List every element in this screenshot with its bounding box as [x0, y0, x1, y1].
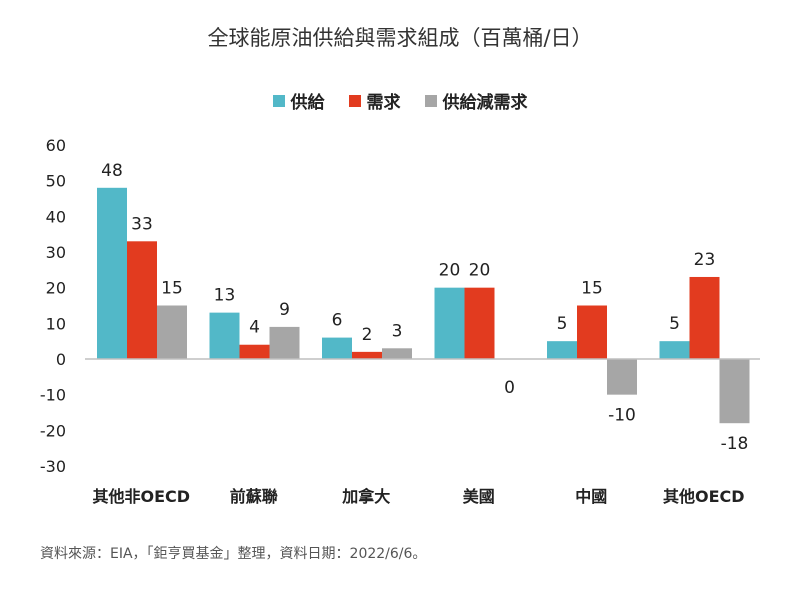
y-tick-label: -20 — [40, 421, 66, 440]
bar-5-0 — [659, 341, 690, 359]
chart-legend: 供給 需求 供給減需求 — [0, 88, 800, 113]
legend-item-demand: 需求 — [348, 88, 401, 113]
data-label: 3 — [392, 321, 403, 341]
x-category-label: 其他OECD — [663, 487, 745, 506]
legend-swatch-demand — [348, 94, 361, 107]
x-category-label: 前蘇聯 — [230, 487, 278, 506]
y-tick-label: 30 — [46, 243, 66, 262]
legend-label-demand: 需求 — [366, 93, 401, 113]
y-tick-label: 50 — [46, 172, 66, 191]
legend-label-supply: 供給 — [290, 93, 325, 113]
data-label: 0 — [504, 378, 515, 398]
y-tick-label: -10 — [40, 386, 66, 405]
x-category-label: 美國 — [463, 487, 495, 506]
y-tick-label: 10 — [46, 314, 66, 333]
data-label: 20 — [439, 261, 461, 281]
data-label: 6 — [332, 311, 343, 331]
data-label: -18 — [721, 434, 749, 454]
chart-title: 全球能原油供給與需求組成（百萬桶/日） — [207, 26, 593, 50]
source-note: 資料來源：EIA，「鉅亨買基金」整理，資料日期：2022/6/6。 — [40, 546, 427, 562]
data-label: 5 — [557, 314, 568, 334]
y-tick-label: 40 — [46, 207, 66, 226]
x-category-label: 加拿大 — [341, 487, 390, 506]
bar-5-1 — [689, 276, 720, 359]
x-category-label: 中國 — [575, 487, 607, 506]
bar-0-0 — [97, 187, 127, 359]
legend-swatch-net — [424, 94, 437, 107]
data-label: 9 — [279, 300, 290, 320]
data-label: 23 — [694, 250, 716, 270]
data-label: 2 — [362, 325, 373, 345]
y-tick-label: 0 — [56, 350, 66, 369]
data-label: 4 — [249, 318, 260, 338]
bar-2-0 — [322, 337, 352, 359]
bar-2-2 — [382, 348, 412, 359]
data-label: 48 — [101, 161, 123, 181]
bar-0-1 — [127, 241, 157, 359]
data-label: 15 — [581, 279, 603, 299]
y-tick-label: -30 — [40, 457, 66, 476]
data-label: 20 — [469, 261, 491, 281]
y-tick-label: 60 — [46, 136, 66, 155]
y-tick-label: 20 — [46, 279, 66, 298]
data-label: 15 — [161, 279, 183, 299]
bar-5-2 — [719, 359, 750, 424]
legend-label-net: 供給減需求 — [442, 93, 528, 113]
bar-3-0 — [434, 287, 465, 359]
bar-4-0 — [547, 341, 577, 359]
data-label: 5 — [669, 314, 680, 334]
legend-item-supply: 供給 — [272, 88, 325, 113]
bar-0-2 — [157, 305, 187, 359]
bar-1-0 — [209, 312, 240, 359]
x-category-label: 其他非OECD — [92, 487, 190, 506]
data-label: -10 — [608, 406, 636, 426]
legend-swatch-supply — [272, 94, 285, 107]
bar-4-2 — [607, 359, 637, 395]
data-label: 13 — [214, 286, 236, 306]
legend-item-net: 供給減需求 — [424, 88, 528, 113]
bar-3-1 — [464, 287, 495, 359]
bar-4-1 — [577, 305, 607, 359]
bar-1-1 — [239, 344, 270, 359]
data-label: 33 — [131, 214, 153, 234]
bar-1-2 — [269, 326, 300, 359]
bar-2-1 — [352, 351, 382, 359]
